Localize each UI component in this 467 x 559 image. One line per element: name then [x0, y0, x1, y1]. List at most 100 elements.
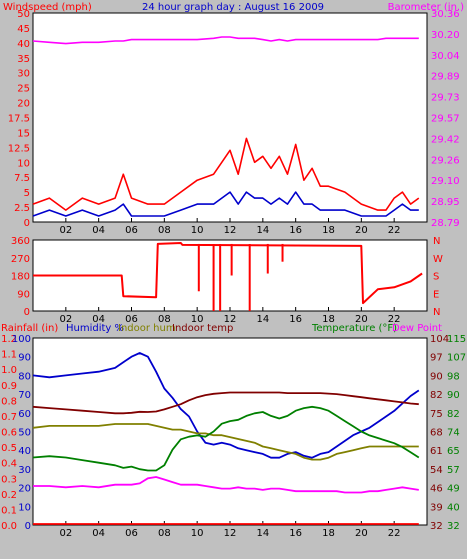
- barometer-tick-29-26: 29.26: [431, 155, 460, 166]
- series-dew-point: [33, 476, 419, 494]
- temperature-tick-90: 90: [447, 390, 460, 401]
- legend-indoor-hum: Indoor hum: [118, 323, 176, 334]
- legend-rainfall: Rainfall (in): [1, 323, 58, 334]
- indoor-temp-tick-32: 32: [430, 521, 443, 532]
- panel2-xlabel-12: 12: [224, 314, 237, 325]
- windspeed-tick-40: 40: [17, 39, 30, 50]
- barometer-tick-30-04: 30.04: [431, 51, 460, 62]
- humidity-tick-60: 60: [18, 409, 31, 420]
- legend-temperature: Temperature (°F): [311, 323, 397, 334]
- panel3-xlabel-18: 18: [322, 528, 335, 539]
- panel3-xlabel-10: 10: [191, 528, 204, 539]
- windspeed-axis-label: Windspeed (mph): [3, 2, 92, 13]
- temperature-tick-65: 65: [447, 446, 460, 457]
- panel3-xlabel-02: 02: [59, 528, 72, 539]
- legend-dew-point: Dew Point: [392, 323, 442, 334]
- humidity-tick-10: 10: [18, 502, 31, 513]
- compass-tick-1: E: [433, 289, 439, 300]
- rain-tick-0-0: 0.0: [1, 521, 17, 532]
- series-indoor-temp: [32, 391, 419, 415]
- panel1-xlabel-10: 10: [191, 225, 204, 236]
- windspeed-tick-7-5: 7.5: [14, 173, 30, 184]
- humidity-tick-70: 70: [18, 390, 31, 401]
- panel3-xlabel-12: 12: [224, 528, 237, 539]
- panel1-xlabel-18: 18: [322, 225, 335, 236]
- indoor-temp-tick-61: 61: [430, 446, 443, 457]
- series-indoor-hum: [32, 423, 419, 461]
- legend-humidity: Humidity %: [66, 323, 124, 334]
- temperature-tick-115: 115: [447, 334, 466, 345]
- panel2-xlabel-22: 22: [388, 314, 401, 325]
- panel3-xlabel-04: 04: [92, 528, 105, 539]
- temp-hum-plot-area: [32, 337, 428, 526]
- panel3-xlabel-06: 06: [125, 528, 138, 539]
- series-wind-gust: [32, 137, 420, 211]
- rain-tick-0-6: 0.6: [1, 428, 17, 439]
- panel2-xlabel-20: 20: [355, 314, 368, 325]
- indoor-temp-tick-68: 68: [430, 428, 443, 439]
- direction-tick-0: 0: [24, 307, 30, 318]
- panel2-xlabel-10: 10: [191, 314, 204, 325]
- rain-tick-1-0: 1.0: [1, 365, 17, 376]
- barometer-tick-29-57: 29.57: [431, 114, 460, 125]
- rain-tick-1-2: 1.2: [1, 334, 17, 345]
- windspeed-tick-5: 5: [24, 188, 30, 199]
- temperature-tick-57: 57: [447, 465, 460, 476]
- humidity-tick-0: 0: [25, 521, 31, 532]
- panel2-xlabel-06: 06: [125, 314, 138, 325]
- temperature-tick-107: 107: [447, 353, 466, 364]
- direction-tick-270: 270: [11, 254, 30, 265]
- series-wind-direction: [33, 242, 423, 305]
- windspeed-tick-10: 10: [17, 158, 30, 169]
- panel1-xlabel-16: 16: [289, 225, 302, 236]
- panel1-headers: Windspeed (mph) 24 hour graph day : Augu…: [3, 2, 464, 13]
- barometer-tick-28-95: 28.95: [431, 197, 460, 208]
- barometer-tick-28-79: 28.79: [431, 218, 460, 229]
- panel3-xlabel-14: 14: [256, 528, 269, 539]
- direction-tick-360: 360: [11, 236, 30, 247]
- compass-tick-2: S: [433, 272, 439, 283]
- windspeed-tick-2-5: 2.5: [14, 203, 30, 214]
- panel1-xlabel-20: 20: [355, 225, 368, 236]
- humidity-tick-80: 80: [18, 371, 31, 382]
- series-barometer: [32, 36, 419, 45]
- barometer-tick-29-73: 29.73: [431, 93, 460, 104]
- panel3-xlabel-22: 22: [388, 528, 401, 539]
- windspeed-tick-50: 50: [17, 9, 30, 20]
- panel2-xlabel-18: 18: [322, 314, 335, 325]
- panel1-xlabel-14: 14: [256, 225, 269, 236]
- windspeed-tick-35: 35: [17, 54, 30, 65]
- windspeed-tick-17-5: 17.5: [8, 114, 30, 125]
- panel2-xlabel-04: 04: [92, 314, 105, 325]
- temperature-tick-74: 74: [447, 428, 460, 439]
- panel1-xlabel-12: 12: [224, 225, 237, 236]
- series-wind-average: [32, 191, 419, 217]
- panel2-xlabel-02: 02: [59, 314, 72, 325]
- rain-tick-0-7: 0.7: [1, 412, 17, 423]
- indoor-temp-tick-39: 39: [430, 502, 443, 513]
- temperature-tick-40: 40: [447, 502, 460, 513]
- panel2-xlabel-14: 14: [256, 314, 269, 325]
- humidity-tick-20: 20: [18, 484, 31, 495]
- direction-tick-90: 90: [17, 289, 30, 300]
- rain-tick-0-9: 0.9: [1, 381, 17, 392]
- indoor-temp-tick-104: 104: [430, 334, 449, 345]
- barometer-axis-label: Barometer (in.): [388, 2, 464, 13]
- panel1-xlabel-06: 06: [125, 225, 138, 236]
- rain-tick-1-1: 1.1: [1, 350, 17, 361]
- series-temperature: [32, 405, 420, 472]
- legend-indoor-temp: Indoor temp: [172, 323, 233, 334]
- barometer-tick-29-10: 29.10: [431, 176, 460, 187]
- panel3-xlabel-08: 08: [158, 528, 171, 539]
- panel3-legend: Rainfall (in) Humidity % Indoor hum Indo…: [1, 323, 442, 334]
- barometer-tick-29-42: 29.42: [431, 134, 460, 145]
- indoor-temp-tick-54: 54: [430, 465, 443, 476]
- rain-tick-0-5: 0.5: [1, 443, 17, 454]
- windspeed-tick-20: 20: [17, 99, 30, 110]
- windspeed-tick-12-5: 12.5: [8, 143, 30, 154]
- temperature-tick-32: 32: [447, 521, 460, 532]
- indoor-temp-tick-75: 75: [430, 409, 443, 420]
- direction-tick-180: 180: [11, 272, 30, 283]
- rain-tick-0-2: 0.2: [1, 490, 17, 501]
